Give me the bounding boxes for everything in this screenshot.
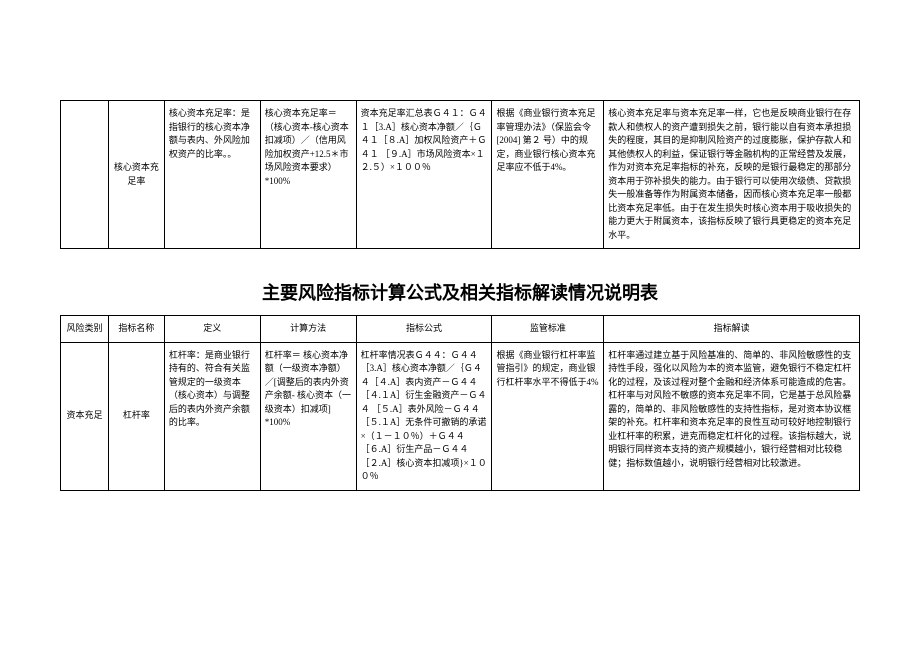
cell-method: 核心资本充足率＝（核心资本-核心资本扣减项）／（信用风险加权资产+12.5＊市场… <box>260 101 356 249</box>
header-method: 计算方法 <box>260 316 356 343</box>
header-formula: 指标公式 <box>356 316 492 343</box>
table-row: 资本充足 杠杆率 杠杆率：是商业银行持有的、符合有关监管规定的一级资本（核心资本… <box>61 342 860 490</box>
table-capital-core: 核心资本充足率 核心资本充足率：是指银行的核心资本净额与表内、外风险加权资产的比… <box>60 100 860 249</box>
cell-indicator-name: 杠杆率 <box>108 342 164 490</box>
cell-method: 杠杆率＝ 核心资本净额（一级资本净额）／[调整后的表内外资产余额- 核心资本（一… <box>260 342 356 490</box>
table-row: 核心资本充足率 核心资本充足率：是指银行的核心资本净额与表内、外风险加权资产的比… <box>61 101 860 249</box>
cell-indicator-name: 核心资本充足率 <box>108 101 164 249</box>
cell-standard: 根据《商业银行杠杆率监管指引》的规定，商业银行杠杆率水平不得低于4% <box>492 342 604 490</box>
header-risk-type: 风险类别 <box>61 316 109 343</box>
header-interpretation: 指标解读 <box>604 316 860 343</box>
cell-risk-type <box>61 101 109 249</box>
table-title: 主要风险指标计算公式及相关指标解读情况说明表 <box>60 279 860 305</box>
cell-definition: 杠杆率：是商业银行持有的、符合有关监管规定的一级资本（核心资本）与调整后的表内外… <box>164 342 260 490</box>
cell-definition: 核心资本充足率：是指银行的核心资本净额与表内、外风险加权资产的比率。。 <box>164 101 260 249</box>
header-indicator-name: 指标名称 <box>108 316 164 343</box>
cell-standard: 根据《商业银行资本充足率管理办法》（保监会令[2004] 第２ 号）中的规定，商… <box>492 101 604 249</box>
cell-interpretation: 杠杆率通过建立基于风险基准的、简单的、非风险敏感性的支持性手段，强化以风险为本的… <box>604 342 860 490</box>
cell-formula: 资本充足率汇总表Ｇ４１：Ｇ４１［3.A］核心资本净额／｛Ｇ４１［８.A］加权风险… <box>356 101 492 249</box>
header-standard: 监管标准 <box>492 316 604 343</box>
cell-risk-type: 资本充足 <box>61 342 109 490</box>
table-leverage: 风险类别 指标名称 定义 计算方法 指标公式 监管标准 指标解读 资本充足 杠杆… <box>60 315 860 491</box>
table-header-row: 风险类别 指标名称 定义 计算方法 指标公式 监管标准 指标解读 <box>61 316 860 343</box>
cell-formula: 杠杆率情况表Ｇ４４：Ｇ４４［3.A］核心资本净额／｛Ｇ４４［４.A］表内资产－Ｇ… <box>356 342 492 490</box>
cell-interpretation: 核心资本充足率与资本充足率一样，它也是反映商业银行在存款人和债权人的资产遭到损失… <box>604 101 860 249</box>
header-definition: 定义 <box>164 316 260 343</box>
